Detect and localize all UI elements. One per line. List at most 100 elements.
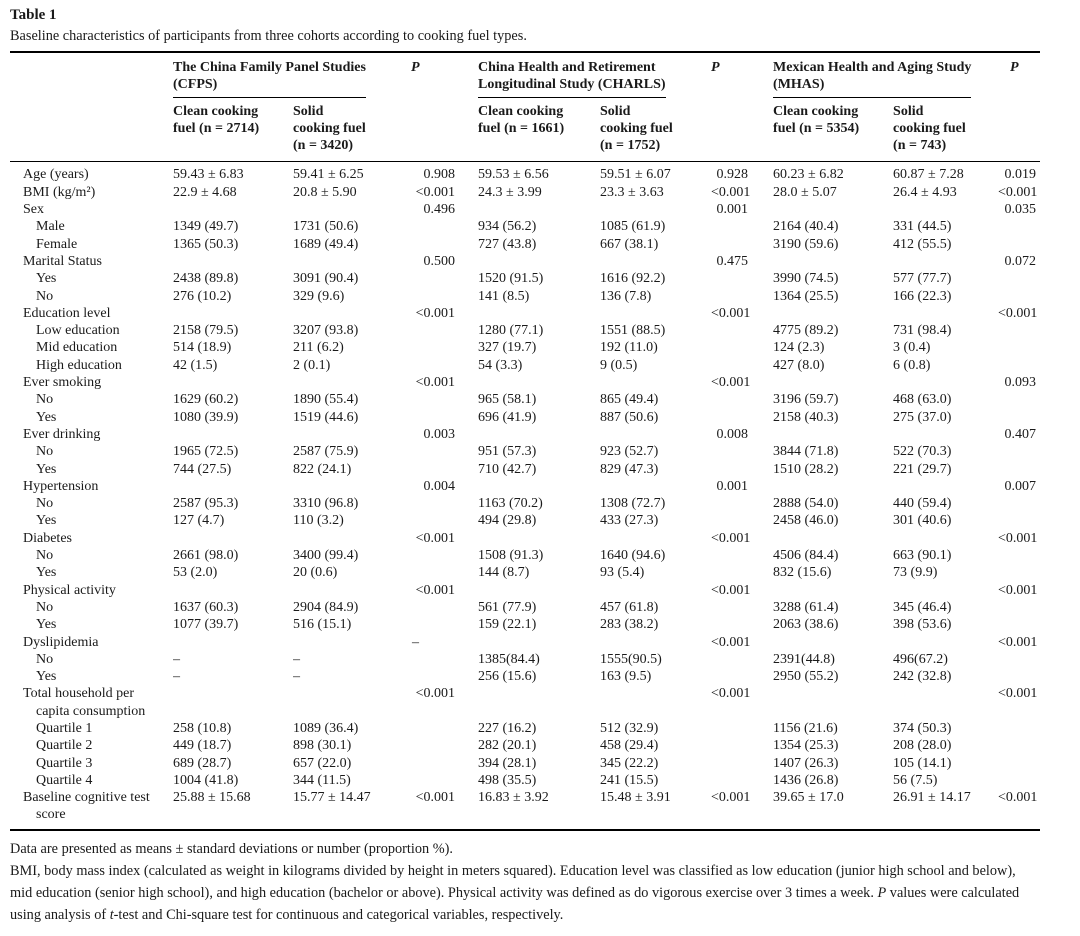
cell-value: 73 (9.9) <box>893 565 938 581</box>
row-label: Baseline cognitive test score <box>23 790 150 823</box>
cell-value <box>478 374 600 391</box>
cell-value: 1156 (21.6) <box>773 720 838 736</box>
row-label: Dyslipidemia <box>23 634 99 650</box>
cell-value: 865 (49.4) <box>600 392 659 408</box>
cell-p-value <box>411 443 478 460</box>
cell-value: 211 (6.2) <box>293 340 344 356</box>
cell-p-value <box>711 547 773 564</box>
row-label: Yes <box>36 409 57 425</box>
cell-p-value <box>411 755 478 772</box>
cell-value <box>600 478 711 495</box>
cell-p-value <box>711 720 773 737</box>
table-body: Age (years) 59.43 ± 6.83 59.41 ± 6.25 0.908… <box>10 162 1040 830</box>
table-row: Yes 1077 (39.7) 516 (15.1) 159 (22.1) 283 (3… <box>10 616 1040 633</box>
row-label: Total household per capita consumption <box>23 686 146 719</box>
cell-value: 23.3 ± 3.63 <box>600 184 664 200</box>
cell-value: 1365 (50.3) <box>173 236 239 252</box>
cell-p-value <box>411 772 478 789</box>
cell-value: 1080 (39.9) <box>173 409 239 425</box>
cell-p-value <box>411 218 478 235</box>
cell-p-value: 0.001 <box>716 478 749 494</box>
table-row: No 1965 (72.5) 2587 (75.9) 951 (57.3) 923 (5… <box>10 443 1040 460</box>
cell-value <box>173 374 293 391</box>
cell-value <box>478 201 600 218</box>
cell-p-value <box>998 391 1040 408</box>
cell-value: 1407 (26.3) <box>773 755 839 771</box>
cell-p-value <box>998 236 1040 253</box>
corner-cell <box>10 52 173 98</box>
cell-value: 1280 (77.1) <box>478 323 544 339</box>
cell-value: 1731 (50.6) <box>293 219 359 235</box>
cell-value: 9 (0.5) <box>600 357 638 373</box>
cell-p-value: <0.001 <box>415 184 456 200</box>
cohort-title: The China Family Panel Studies (CFPS) <box>173 59 366 98</box>
row-label: Hypertension <box>23 478 99 494</box>
table-row: Yes 53 (2.0) 20 (0.6) 144 (8.7) 93 (5.4) 832 … <box>10 564 1040 581</box>
table-row: Physical activity <0.001 <0.001 <0.001 <box>10 582 1040 599</box>
cell-value <box>293 634 411 651</box>
footnote-text: BMI, body mass index (calculated as weig… <box>10 862 1016 901</box>
row-label: Marital Status <box>23 253 102 269</box>
cell-p-value: <0.001 <box>711 184 751 200</box>
cell-value: 22.9 ± 4.68 <box>173 184 237 200</box>
cell-value: 2391(44.8) <box>773 651 835 667</box>
cell-value: 1689 (49.4) <box>293 236 359 252</box>
table-row: No – – 1385(84.4) 1555(90.5) 2391(44.8) 496(67… <box>10 651 1040 668</box>
cell-p-value: 0.496 <box>423 202 456 218</box>
cell-value <box>293 478 411 495</box>
cell-value <box>173 582 293 599</box>
cell-value: 1616 (92.2) <box>600 271 666 287</box>
cell-value: 1640 (94.6) <box>600 548 666 564</box>
cell-p-value <box>411 391 478 408</box>
cell-value <box>478 582 600 599</box>
cell-value: 458 (29.4) <box>600 738 659 754</box>
cell-value: 166 (22.3) <box>893 288 952 304</box>
table-row: Marital Status 0.500 0.475 0.072 <box>10 253 1040 270</box>
cell-p-value <box>411 547 478 564</box>
table-row: High education 42 (1.5) 2 (0.1) 54 (3.3) 9 (… <box>10 357 1040 374</box>
cell-value <box>478 634 600 651</box>
cell-value: 1555(90.5) <box>600 651 662 667</box>
cell-value: 1629 (60.2) <box>173 392 239 408</box>
cell-value: 498 (35.5) <box>478 772 537 788</box>
row-label: Age (years) <box>23 167 89 183</box>
cell-p-value: <0.001 <box>998 686 1038 702</box>
cell-p-value: 0.008 <box>716 426 749 442</box>
cell-p-value <box>411 409 478 426</box>
cell-value: 60.87 ± 7.28 <box>893 167 964 183</box>
cell-p-value <box>998 547 1040 564</box>
clean-fuel-column-header: Clean cooking fuel (n = 1661) <box>478 97 601 163</box>
cell-value: 832 (15.6) <box>773 565 832 581</box>
cell-p-value <box>998 668 1040 685</box>
cell-value <box>293 201 411 218</box>
cell-p-value: <0.001 <box>415 582 456 598</box>
cell-value <box>173 305 293 322</box>
table-row: Yes – – 256 (15.6) 163 (9.5) 2950 (55.2) 242 (… <box>10 668 1040 685</box>
cell-value <box>293 530 411 547</box>
cell-value: 1077 (39.7) <box>173 617 239 633</box>
cell-value: 1308 (72.7) <box>600 496 666 512</box>
cell-value: 4506 (84.4) <box>773 548 839 564</box>
cell-value: 2158 (40.3) <box>773 409 839 425</box>
empty-cell <box>711 97 774 163</box>
cell-value <box>773 426 893 443</box>
cell-value <box>893 426 998 443</box>
cell-value: 829 (47.3) <box>600 461 659 477</box>
cell-p-value <box>411 616 478 633</box>
cell-p-value: 0.001 <box>716 202 749 218</box>
cell-p-value <box>998 461 1040 478</box>
cell-value: 561 (77.9) <box>478 599 537 615</box>
cell-value: 256 (15.6) <box>478 669 537 685</box>
table-row: No 1637 (60.3) 2904 (84.9) 561 (77.9) 457 (6… <box>10 599 1040 616</box>
footnote-text: -test and Chi-square test for continuous… <box>113 906 564 923</box>
cell-p-value <box>411 720 478 737</box>
cell-value: 457 (61.8) <box>600 599 659 615</box>
cell-p-value <box>711 512 773 529</box>
cell-value: 1890 (55.4) <box>293 392 359 408</box>
cell-value: 667 (38.1) <box>600 236 659 252</box>
cell-value: 20 (0.6) <box>293 565 338 581</box>
cell-p-value <box>998 651 1040 668</box>
cell-value <box>600 530 711 547</box>
cell-value: 696 (41.9) <box>478 409 537 425</box>
